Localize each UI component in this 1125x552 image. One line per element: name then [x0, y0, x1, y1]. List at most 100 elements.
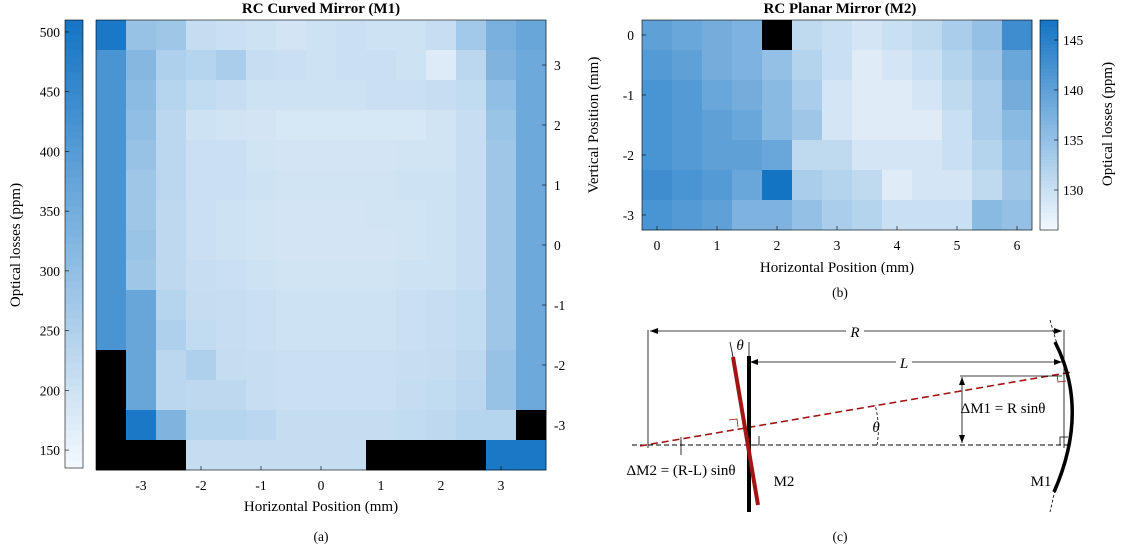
heatmap-cell	[912, 50, 943, 81]
heatmap-cell	[366, 80, 397, 111]
heatmap-cell	[276, 380, 307, 411]
heatmap-cell	[672, 80, 703, 111]
heatmap-cell	[456, 170, 487, 201]
heatmap-cell	[336, 170, 367, 201]
colorbar-segment	[65, 191, 83, 200]
colorbar-segment	[1040, 156, 1058, 161]
heatmap-cell	[276, 200, 307, 231]
heatmap-cell	[942, 20, 973, 51]
colorbar-segment	[1040, 142, 1058, 147]
heatmap-cell	[1002, 200, 1033, 231]
colorbar-segment	[65, 453, 83, 462]
heatmap-cell	[822, 110, 853, 141]
colorbar-segment	[65, 154, 83, 163]
theta-m2-label: θ	[736, 338, 744, 354]
heatmap-cell	[912, 170, 943, 201]
heatmap-cell	[306, 110, 337, 141]
heatmap-cell	[426, 170, 457, 201]
heatmap-cell	[642, 20, 673, 51]
heatmap-cell	[852, 140, 883, 171]
panel-label-b: (b)	[832, 285, 848, 300]
y-tick-label: -1	[554, 298, 565, 313]
heatmap-cell	[882, 110, 913, 141]
heatmap-cell	[96, 320, 127, 351]
colorbar-segment	[65, 370, 83, 379]
heatmap-cell	[426, 440, 457, 471]
chart-title-b: RC Planar Mirror (M2)	[764, 1, 917, 17]
heatmap-cell	[246, 440, 277, 471]
colorbar-segment	[65, 258, 83, 267]
heatmap-cell	[186, 380, 217, 411]
heatmap-cell	[516, 290, 547, 321]
colorbar-segment	[65, 57, 83, 66]
colorbar-segment	[1040, 202, 1058, 206]
heatmap-cell	[216, 110, 247, 141]
heatmap-cell	[276, 290, 307, 321]
heatmap-cell	[246, 230, 277, 261]
heatmap-cell	[276, 350, 307, 381]
heatmap-cell	[246, 110, 277, 141]
L-arrow-right	[1054, 359, 1062, 365]
heatmap-cell	[276, 440, 307, 471]
panel-c-tilt-diagram: R L θ ΔM2 = (R-L) sinθ M2 θ ΔM1 = R sinθ	[626, 319, 1074, 544]
m2-beam-right-angle	[728, 418, 739, 428]
L-label-bg	[896, 353, 912, 371]
heatmap-cell	[186, 230, 217, 261]
x-tick-label: -2	[195, 478, 206, 493]
heatmap-cell	[792, 140, 823, 171]
colorbar-segment	[1040, 111, 1058, 115]
dM1-arrow-top	[959, 377, 965, 385]
heatmap-cell	[942, 200, 973, 231]
colorbar-segment	[65, 161, 83, 170]
heatmap-cell	[762, 20, 793, 51]
colorbar-segment	[65, 288, 83, 297]
m1-label: M1	[1031, 474, 1052, 490]
heatmap-cell	[336, 80, 367, 111]
heatmap-cell	[972, 170, 1003, 201]
heatmap-cell	[456, 80, 487, 111]
colorbar-segment	[65, 318, 83, 327]
heatmap-cell	[126, 440, 157, 471]
heatmap-cell	[942, 50, 973, 81]
colorbar-segment	[1040, 100, 1058, 105]
heatmap-cell	[186, 80, 217, 111]
colorbar-tick-label: 400	[40, 144, 61, 159]
heatmap-cell	[126, 50, 157, 81]
heatmap-cell	[486, 50, 517, 81]
heatmap-cell	[642, 170, 673, 201]
heatmap-cell	[126, 80, 157, 111]
heatmap-cell	[246, 80, 277, 111]
heatmap-cell	[306, 200, 337, 231]
heatmap-cell	[276, 50, 307, 81]
heatmap-cell	[852, 200, 883, 231]
heatmap-cell	[366, 380, 397, 411]
heatmap-cell	[96, 80, 127, 111]
heatmap-cell	[186, 410, 217, 441]
heatmap-cell	[516, 380, 547, 411]
heatmap-cell	[396, 140, 427, 171]
heatmap-cell	[336, 380, 367, 411]
colorbar-segment	[65, 229, 83, 238]
heatmap-cell	[732, 80, 763, 111]
heatmap-cell	[126, 380, 157, 411]
colorbar-segment	[1040, 79, 1058, 84]
colorbar-segment	[65, 34, 83, 43]
colorbar-segment	[65, 27, 83, 36]
heatmap-cell	[366, 350, 397, 381]
heatmap-cell	[792, 200, 823, 231]
colorbar-segment	[1040, 223, 1058, 227]
heatmap-cell	[126, 170, 157, 201]
colorbar-segment	[1040, 216, 1058, 220]
y-tick-label: -1	[623, 88, 634, 103]
heatmap-cell	[672, 200, 703, 231]
tilted-beam	[639, 371, 1073, 447]
colorbar-segment	[1040, 125, 1058, 129]
x-tick-label: 4	[894, 238, 901, 253]
colorbar-segment	[65, 438, 83, 447]
heatmap-cell	[186, 140, 217, 171]
heatmap-cell	[336, 20, 367, 51]
colorbar-segment	[1040, 62, 1058, 66]
heatmap-cell	[246, 200, 277, 231]
heatmap-cell	[1002, 50, 1033, 81]
heatmap-cell	[306, 80, 337, 111]
